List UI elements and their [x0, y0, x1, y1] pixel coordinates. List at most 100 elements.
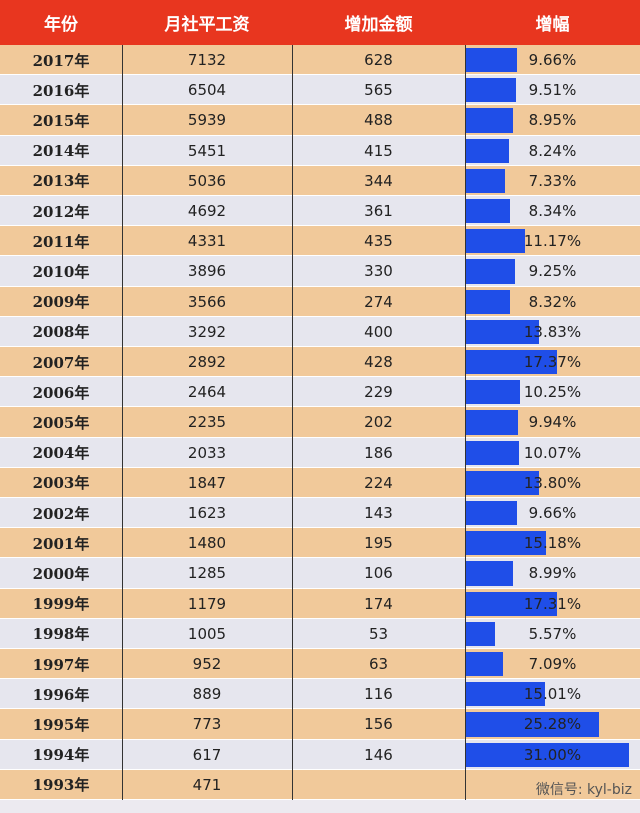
increase-cell: 174 [364, 594, 393, 613]
growth-bar [466, 289, 510, 314]
year-cell: 2007年 [32, 353, 90, 372]
wage-cell: 952 [192, 655, 222, 674]
year-cell: 2014年 [32, 142, 90, 161]
row-bg [0, 45, 640, 76]
increase-cell: 106 [364, 564, 393, 583]
wage-cell: 7132 [187, 51, 227, 70]
growth-label: 9.25% [528, 262, 577, 281]
wage-cell: 1480 [187, 534, 227, 553]
growth-bar [466, 712, 599, 737]
growth-bar [466, 108, 514, 133]
growth-label: 10.07% [523, 443, 582, 462]
row-bg [0, 226, 640, 257]
growth-label: 10.25% [523, 383, 582, 402]
increase-cell: 116 [364, 685, 393, 704]
row-bg [0, 196, 640, 227]
header-cell: 增加金额 [292, 0, 465, 45]
year-cell: 1993年 [32, 776, 90, 795]
row-bg [0, 377, 640, 408]
row-bg [0, 407, 640, 438]
row-bg [0, 105, 640, 136]
year-cell: 2010年 [32, 262, 90, 281]
wage-cell: 471 [192, 775, 222, 794]
wage-cell: 5939 [187, 111, 227, 130]
year-cell: 1994年 [32, 746, 90, 765]
wage-cell: 4331 [187, 232, 227, 251]
growth-bar [466, 470, 539, 495]
year-cell: 2016年 [32, 81, 90, 100]
growth-label: 15.01% [523, 685, 582, 704]
growth-label: 7.09% [528, 655, 577, 674]
increase-cell: 330 [364, 262, 393, 281]
increase-cell: 146 [364, 745, 393, 764]
increase-cell: 195 [364, 534, 393, 553]
wage-cell: 2033 [187, 443, 227, 462]
wage-cell: 1285 [187, 564, 227, 583]
row-bg [0, 437, 640, 468]
wage-cell: 1623 [187, 504, 227, 523]
growth-label: 8.32% [528, 292, 577, 311]
wage-cell: 5036 [187, 171, 227, 190]
growth-bar [466, 380, 520, 405]
wage-cell: 1005 [187, 624, 227, 643]
watermark: 微信号: kyl-biz [535, 782, 632, 798]
growth-bar [466, 199, 510, 224]
year-cell: 2013年 [32, 172, 90, 191]
wage-cell: 5451 [187, 141, 227, 160]
growth-bar [466, 319, 539, 344]
year-cell: 2017年 [32, 51, 90, 70]
growth-bar [466, 621, 496, 646]
column-divider [465, 45, 466, 800]
growth-label: 15.18% [523, 534, 582, 553]
growth-label: 17.31% [523, 594, 582, 613]
wage-cell: 3566 [187, 292, 227, 311]
row-bg [0, 558, 640, 589]
year-cell: 1998年 [32, 625, 90, 644]
growth-bar [466, 561, 514, 586]
wage-cell: 617 [192, 745, 222, 764]
increase-cell: 186 [364, 443, 393, 462]
growth-label: 8.99% [528, 564, 577, 583]
year-cell: 2015年 [32, 111, 90, 130]
increase-cell: 274 [364, 292, 393, 311]
row-bg [0, 75, 640, 106]
row-bg [0, 618, 640, 649]
wage-cell: 4692 [187, 202, 227, 221]
increase-cell: 428 [364, 353, 393, 372]
growth-label: 7.33% [528, 171, 577, 190]
increase-cell: 229 [364, 383, 393, 402]
header-cell: 年份 [0, 0, 122, 45]
growth-bar [466, 652, 504, 677]
growth-label: 8.34% [528, 202, 577, 221]
row-bg [0, 498, 640, 529]
growth-bar [466, 410, 519, 435]
growth-label: 8.95% [528, 111, 577, 130]
growth-label: 9.94% [528, 413, 577, 432]
growth-bar [466, 168, 505, 193]
growth-bar [466, 350, 558, 375]
header-cell: 增幅 [465, 0, 640, 45]
growth-label: 8.24% [528, 141, 577, 160]
year-cell: 2000年 [32, 564, 90, 583]
wage-cell: 773 [192, 715, 222, 734]
year-cell: 1996年 [32, 685, 90, 704]
year-cell: 1999年 [32, 595, 90, 614]
growth-label: 17.37% [523, 353, 582, 372]
increase-cell: 400 [364, 322, 393, 341]
year-cell: 2002年 [32, 504, 90, 523]
row-bg [0, 286, 640, 317]
increase-cell: 344 [364, 171, 393, 190]
increase-cell: 53 [368, 624, 389, 643]
increase-cell: 435 [364, 232, 393, 251]
growth-bar [466, 682, 545, 707]
column-divider [122, 45, 123, 800]
year-cell: 2001年 [32, 534, 90, 553]
row-bg [0, 135, 640, 166]
increase-cell: 156 [364, 715, 393, 734]
increase-cell: 224 [364, 473, 393, 492]
growth-label: 25.28% [523, 715, 582, 734]
year-cell: 2012年 [32, 202, 90, 221]
column-divider [292, 45, 293, 800]
year-cell: 2011年 [32, 232, 90, 251]
